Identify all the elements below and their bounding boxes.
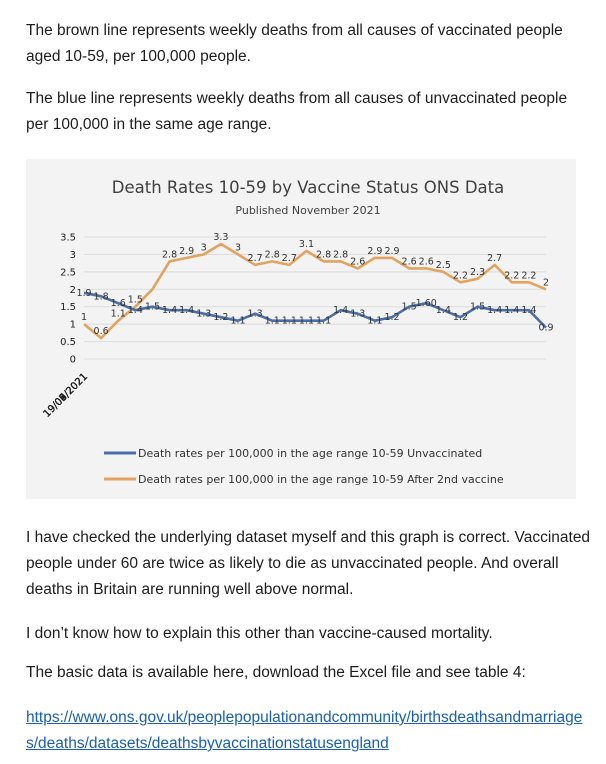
data-label-vaccinated: 2.8 bbox=[316, 249, 331, 260]
series-line-unvaccinated bbox=[83, 291, 547, 329]
paragraph-brown-line: The brown line represents weekly deaths … bbox=[26, 22, 563, 65]
data-label-unvaccinated: 1.4 bbox=[521, 305, 536, 316]
data-label-unvaccinated: 1.1 bbox=[282, 316, 297, 327]
data-label-unvaccinated: 1.3 bbox=[196, 309, 211, 320]
y-tick-label: 0.5 bbox=[60, 337, 76, 348]
data-label-unvaccinated: 1.4 bbox=[333, 305, 348, 316]
line-chart: Death Rates 10-59 by Vaccine Status ONS … bbox=[42, 178, 554, 486]
data-label-unvaccinated: 1.1 bbox=[265, 316, 280, 327]
data-label-unvaccinated: 1.1 bbox=[316, 316, 331, 327]
data-label-unvaccinated: 1.1 bbox=[299, 316, 314, 327]
data-label-unvaccinated: 1.4 bbox=[128, 305, 143, 316]
data-label-unvaccinated: 1.1 bbox=[230, 316, 245, 327]
data-label-vaccinated: 2.8 bbox=[333, 249, 348, 260]
data-label-unvaccinated: 1.5 bbox=[402, 302, 417, 313]
data-label-vaccinated: 2.9 bbox=[179, 246, 194, 257]
y-tick-label: 1 bbox=[70, 320, 76, 331]
data-label-unvaccinated: 1.6 bbox=[111, 298, 126, 309]
data-label-unvaccinated: 1.3 bbox=[350, 309, 365, 320]
x-tick-label: 19/09/2021 bbox=[42, 371, 91, 420]
data-label-unvaccinated: 1.1 bbox=[367, 316, 382, 327]
paragraph-blue-line: The blue line represents weekly deaths f… bbox=[26, 90, 568, 133]
data-label-vaccinated: 2.6 bbox=[350, 256, 365, 267]
data-label-vaccinated: 2.3 bbox=[470, 267, 485, 278]
data-label-vaccinated: 3.3 bbox=[213, 232, 228, 243]
data-label-unvaccinated: 1.5 bbox=[145, 302, 160, 313]
data-label-vaccinated: 2.7 bbox=[248, 253, 263, 264]
data-label-unvaccinated: 1.8 bbox=[94, 291, 109, 302]
data-label-vaccinated: 1.5 bbox=[128, 295, 143, 306]
data-label-vaccinated: 2.9 bbox=[384, 246, 399, 257]
data-label-unvaccinated: 1.2 bbox=[213, 312, 228, 323]
data-label-vaccinated: 1 bbox=[81, 312, 87, 323]
chart-subtitle: Published November 2021 bbox=[235, 204, 380, 217]
data-label-vaccinated: 2.5 bbox=[436, 260, 451, 271]
data-label-unvaccinated: 1.2 bbox=[453, 312, 468, 323]
y-tick-label: 2.5 bbox=[60, 267, 76, 278]
data-label-unvaccinated: 1.4 bbox=[487, 305, 502, 316]
data-label-vaccinated: 3 bbox=[201, 242, 207, 253]
data-label-unvaccinated: 1.3 bbox=[248, 309, 263, 320]
series-line-vaccinated bbox=[83, 242, 547, 340]
y-tick-label: 0 bbox=[70, 355, 76, 366]
data-label-vaccinated: 2.2 bbox=[504, 270, 519, 281]
data-label-vaccinated: 2.7 bbox=[282, 253, 297, 264]
data-label-vaccinated: 2.2 bbox=[521, 270, 536, 281]
data-label-vaccinated: 2.8 bbox=[162, 249, 177, 260]
paragraph-data-source: The basic data is available here, downlo… bbox=[26, 664, 526, 681]
ons-dataset-link[interactable]: https://www.ons.gov.uk/peoplepopulationa… bbox=[26, 709, 583, 752]
data-label-unvaccinated: 1.4 bbox=[162, 305, 177, 316]
data-label-vaccinated: 0.6 bbox=[94, 326, 109, 337]
chart-image: Death Rates 10-59 by Vaccine Status ONS … bbox=[26, 159, 576, 499]
data-label-unvaccinated: 1.9 bbox=[76, 288, 91, 299]
y-tick-label: 2 bbox=[70, 285, 76, 296]
y-tick-label: 3 bbox=[70, 250, 76, 261]
chart-title: Death Rates 10-59 by Vaccine Status ONS … bbox=[112, 178, 504, 197]
data-label-unvaccinated: 0.9 bbox=[538, 323, 553, 334]
data-label-vaccinated: 2 bbox=[543, 277, 549, 288]
data-label-unvaccinated: 1.4 bbox=[436, 305, 451, 316]
data-label-vaccinated: 2.2 bbox=[453, 270, 468, 281]
data-label-vaccinated: 1.1 bbox=[111, 309, 126, 320]
data-label-unvaccinated: 1.4 bbox=[504, 305, 519, 316]
legend-label-vaccinated: Death rates per 100,000 in the age range… bbox=[138, 473, 504, 486]
data-label-vaccinated: 3.1 bbox=[299, 239, 314, 250]
y-tick-label: 3.5 bbox=[60, 233, 76, 244]
data-label-unvaccinated: 1.4 bbox=[179, 305, 194, 316]
legend-label-unvaccinated: Death rates per 100,000 in the age range… bbox=[138, 447, 482, 460]
data-label-unvaccinated: 1.2 bbox=[384, 312, 399, 323]
data-label-vaccinated: 2.7 bbox=[487, 253, 502, 264]
data-label-vaccinated: 2.6 bbox=[402, 256, 417, 267]
data-label-vaccinated: 3 bbox=[235, 242, 241, 253]
data-label-vaccinated: 2.6 bbox=[419, 256, 434, 267]
paragraph-explanation: I don’t know how to explain this other t… bbox=[26, 625, 493, 642]
paragraph-dataset-checked: I have checked the underlying dataset my… bbox=[26, 529, 591, 598]
data-label-vaccinated: 2.9 bbox=[367, 246, 382, 257]
data-label-unvaccinated: 1.5 bbox=[470, 302, 485, 313]
y-tick-label: 1.5 bbox=[60, 302, 76, 313]
data-label-unvaccinated: 1.60 bbox=[416, 298, 437, 309]
data-label-vaccinated: 2.8 bbox=[265, 249, 280, 260]
